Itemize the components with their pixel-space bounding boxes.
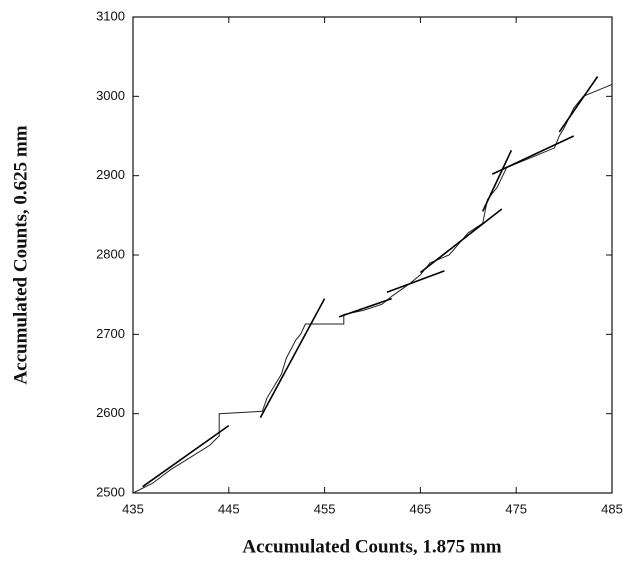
plot-frame [132,16,613,494]
data-line [142,424,230,488]
data-line [386,270,445,294]
y-axis-label: Accumulated Counts, 0.625 mm [10,125,31,384]
data-line [558,76,599,133]
y-tick-label: 2600 [96,405,125,420]
y-tick-label: 3000 [96,88,125,103]
data-line [132,83,613,494]
x-tick-label: 465 [410,501,432,516]
x-tick-label: 475 [505,501,527,516]
y-tick-label: 2900 [96,167,125,182]
y-tick-label: 2700 [96,326,125,341]
y-tick-label: 2500 [96,484,125,499]
x-tick-label: 445 [218,501,240,516]
x-axis-label: Accumulated Counts, 1.875 mm [242,536,501,557]
data-line [481,149,513,212]
data-line [338,297,392,318]
x-tick-label: 485 [601,501,623,516]
y-tick-label: 3100 [96,8,125,23]
y-tick-label: 2800 [96,246,125,261]
data-line [259,298,326,418]
data-line [419,208,503,274]
x-tick-label: 455 [314,501,336,516]
x-tick-label: 435 [122,501,144,516]
data-line [491,135,575,175]
